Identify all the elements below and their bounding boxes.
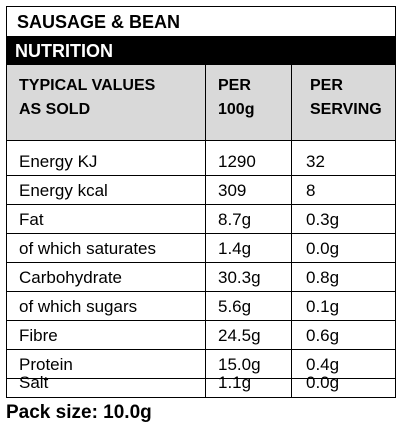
table-row: Fat 8.7g 0.3g (7, 205, 395, 234)
row-per-serving: 0.1g (291, 292, 395, 320)
pack-size: Pack size: 10.0g (6, 402, 152, 423)
table-row: Energy KJ 1290 32 (7, 147, 395, 176)
header-col3-line1: PER (310, 77, 343, 94)
row-per-serving: 0.6g (291, 321, 395, 349)
row-per-serving: 8 (291, 176, 395, 204)
spacer-cell-2 (205, 141, 291, 147)
table-row: Fibre 24.5g 0.6g (7, 321, 395, 350)
header-col3-line2: SERVING (310, 101, 382, 118)
header-spacer (7, 141, 395, 147)
row-label: Fat (19, 210, 44, 229)
header-typical-values: TYPICAL VALUES AS SOLD (7, 65, 205, 140)
row-per-100g: 8.7g (205, 205, 291, 233)
row-per-serving: 0.8g (291, 263, 395, 291)
product-title: SAUSAGE & BEAN (7, 7, 395, 37)
row-label: Energy KJ (19, 152, 98, 171)
row-label: Protein (19, 355, 73, 374)
row-per-serving: 0.0g (291, 234, 395, 262)
row-label: Salt (19, 373, 49, 392)
spacer-cell-3 (291, 141, 395, 147)
row-label: Energy kcal (19, 181, 108, 200)
row-per-100g: 1.4g (205, 234, 291, 262)
row-label: Fibre (19, 326, 58, 345)
row-per-100g: 15.0g (205, 350, 291, 378)
header-per-serving: PER SERVING (291, 65, 395, 140)
nutrition-label: SAUSAGE & BEAN NUTRITION TYPICAL VALUES … (6, 6, 396, 398)
table-row: Energy kcal 309 8 (7, 176, 395, 205)
row-per-100g: 309 (205, 176, 291, 204)
header-per-100g: PER 100g (205, 65, 291, 140)
header-col1-line2: AS SOLD (19, 101, 91, 118)
row-per-serving: 32 (291, 147, 395, 175)
row-per-100g: 5.6g (205, 292, 291, 320)
table-row: Carbohydrate 30.3g 0.8g (7, 263, 395, 292)
row-per-serving: 0.0g (291, 368, 395, 397)
table-row: Protein 15.0g 0.4g (7, 350, 395, 379)
row-per-100g: 24.5g (205, 321, 291, 349)
table-row: of which sugars 5.6g 0.1g (7, 292, 395, 321)
row-per-serving: 0.4g (291, 350, 395, 378)
header-col2-line1: PER (218, 77, 251, 94)
header-col2-line2: 100g (218, 101, 255, 118)
row-label: Carbohydrate (19, 268, 123, 287)
row-label: of which saturates (19, 239, 157, 258)
row-per-100g: 1290 (205, 147, 291, 175)
row-per-100g: 1.1g (205, 368, 291, 397)
table-row: of which saturates 1.4g 0.0g (7, 234, 395, 263)
row-per-serving: 0.3g (291, 205, 395, 233)
table-row: Salt 1.1g 0.0g (7, 368, 395, 397)
table-header: TYPICAL VALUES AS SOLD PER 100g PER SERV… (7, 65, 395, 141)
section-title: NUTRITION (7, 37, 395, 65)
row-per-100g: 30.3g (205, 263, 291, 291)
header-col1-line1: TYPICAL VALUES (19, 77, 156, 94)
row-label: of which sugars (19, 297, 138, 316)
